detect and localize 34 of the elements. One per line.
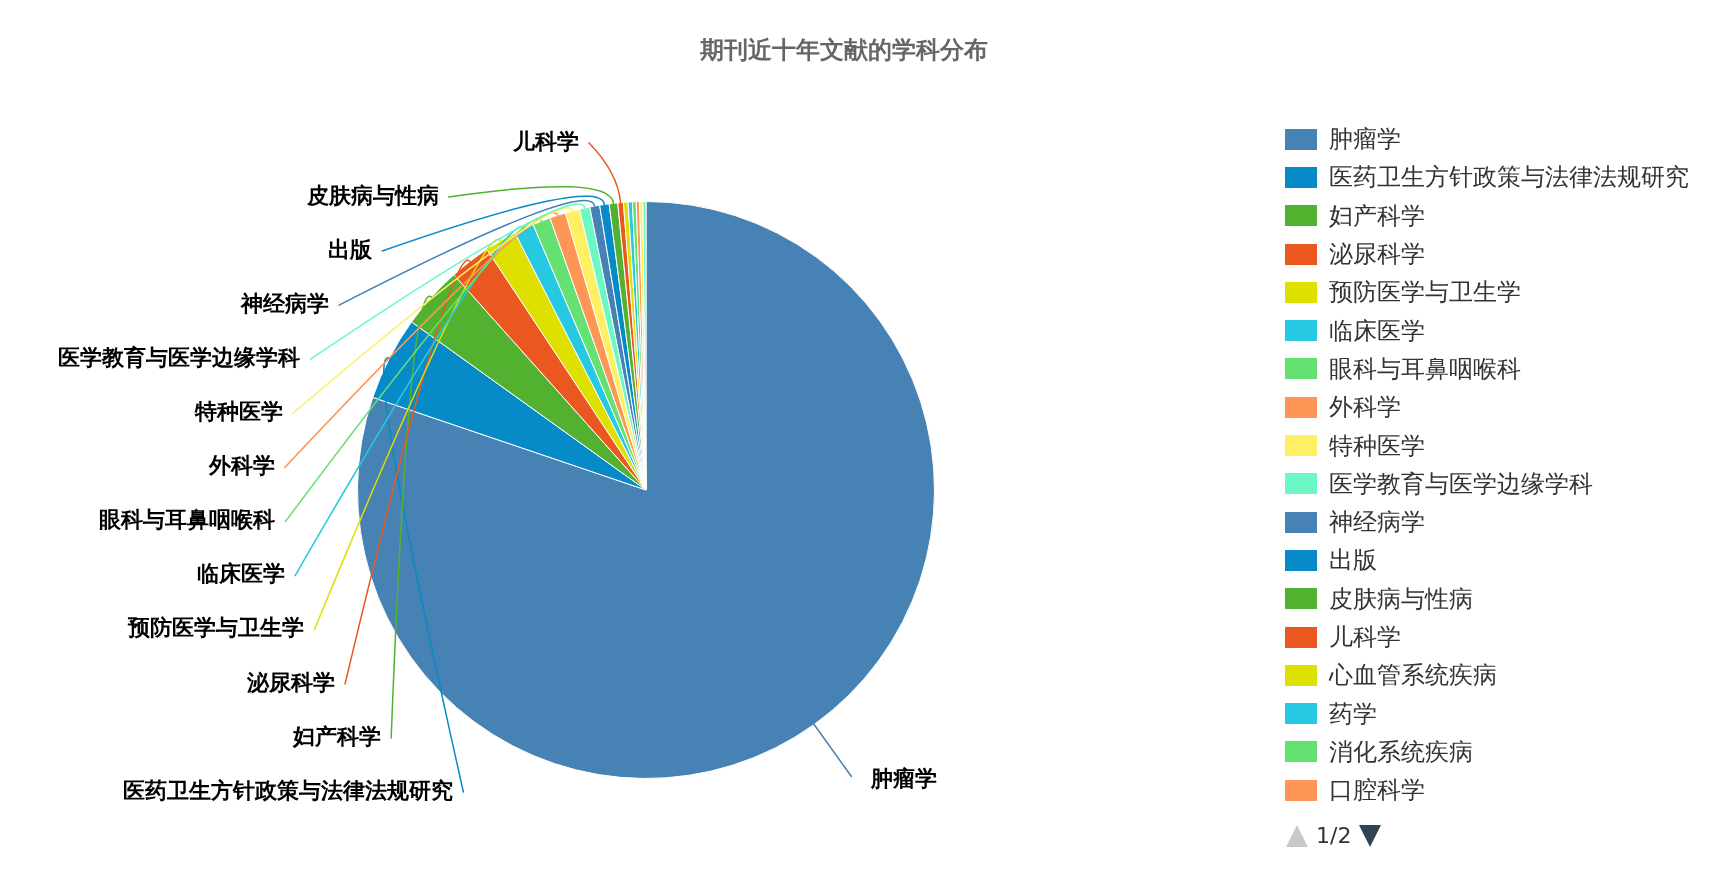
legend-label: 外科学 [1329, 392, 1401, 423]
slice-label: 神经病学 [240, 290, 330, 316]
slice-label: 医学教育与医学边缘学科 [58, 344, 301, 370]
legend-label: 消化系统疾病 [1329, 736, 1473, 767]
slice-label: 妇产科学 [292, 723, 382, 749]
legend-label: 泌尿科学 [1329, 239, 1425, 270]
slice-label: 预防医学与卫生学 [127, 615, 305, 641]
text: 1/2 [1316, 822, 1352, 851]
slice-label: 临床医学 [197, 561, 286, 587]
slice-label: 儿科学 [511, 128, 579, 154]
legend-label: 医学教育与医学边缘学科 [1329, 468, 1593, 499]
legend-label: 妇产科学 [1329, 200, 1425, 231]
slice-label: 外科学 [207, 453, 275, 479]
legend-label: 预防医学与卫生学 [1329, 277, 1521, 308]
legend-label: 特种医学 [1329, 430, 1425, 461]
slice-label: 肿瘤学 [870, 766, 938, 792]
legend-label: 肿瘤学 [1329, 124, 1401, 155]
slice-label: 出版 [328, 236, 374, 262]
legend-label: 神经病学 [1329, 507, 1425, 538]
slice-label: 皮肤病与性病 [305, 182, 439, 208]
slice-label: 眼科与耳鼻咽喉科 [99, 507, 276, 533]
chart-title: 期刊近十年文献的学科分布 [699, 35, 989, 66]
slice-label: 医药卫生方针政策与法律法规研究 [123, 777, 454, 803]
legend-label: 药学 [1329, 698, 1377, 729]
legend-label: 皮肤病与性病 [1329, 583, 1473, 614]
legend-label: 心血管系统疾病 [1329, 660, 1497, 691]
legend-label: 出版 [1329, 545, 1377, 576]
slice-label: 特种医学 [193, 399, 283, 425]
legend-label: 口腔科学 [1329, 775, 1425, 806]
legend-label: 医药卫生方针政策与法律法规研究 [1329, 162, 1689, 193]
slice-label: 泌尿科学 [246, 669, 336, 695]
legend-label: 临床医学 [1329, 315, 1425, 346]
legend-label: 儿科学 [1329, 622, 1401, 652]
legend-label: 眼科与耳鼻咽喉科 [1329, 353, 1521, 384]
